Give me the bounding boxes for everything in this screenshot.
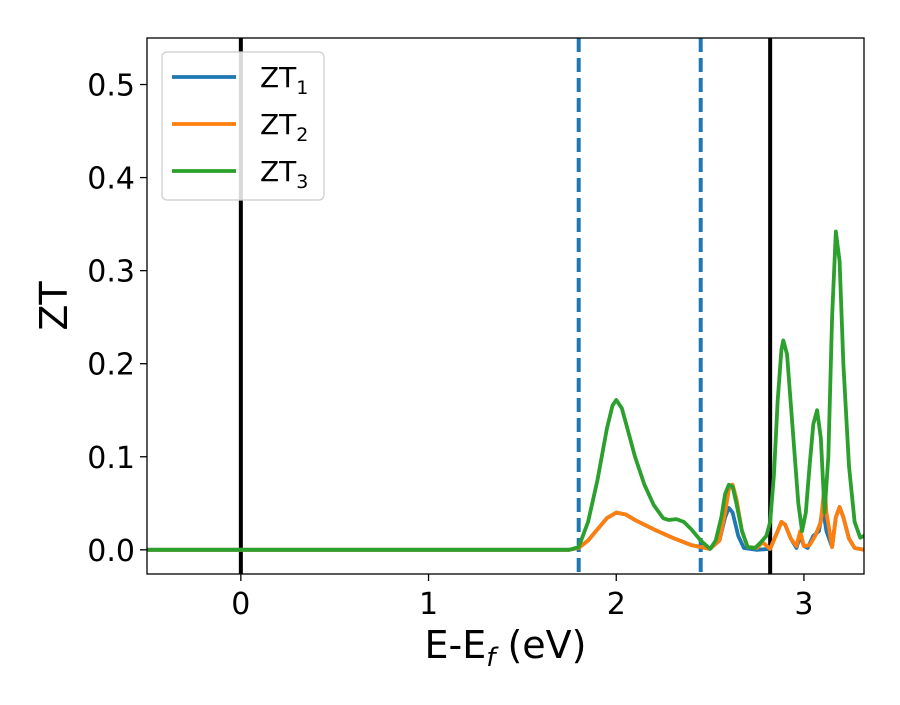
y-tick-label: 0.0 [87,534,135,569]
legend-label-main: ZT [260,61,297,94]
series-line-zt3 [147,229,864,552]
x-tick-label: 3 [794,587,813,622]
legend-label-main: ZT [260,108,297,141]
legend-label-subscript: 1 [296,77,308,99]
y-tick-label: 0.4 [87,162,135,197]
legend-label-subscript: 3 [296,171,308,193]
x-tick-label: 2 [607,587,626,622]
x-axis-label-unit: (eV) [495,623,586,667]
legend-label-zt1: ZT1 [260,61,308,99]
series-line-zt2 [147,482,864,552]
plot-frame [146,37,865,575]
y-tick-label: 0.5 [87,69,135,104]
series-line-zt1 [147,505,864,552]
x-axis-label-main: E-E [425,623,487,667]
legend-label-main: ZT [260,155,297,188]
ticks-layer: 0 1 2 3 0.0 0.1 0.2 0.3 0.4 0.5 [87,69,813,622]
plot-lines-layer [147,38,864,574]
y-axis-label: ZT [32,281,76,331]
legend-label-zt2: ZT2 [260,108,308,146]
legend-label-subscript: 2 [296,124,308,146]
legend-box [161,51,325,201]
y-tick-label: 0.1 [87,441,135,476]
x-tick-label: 0 [231,587,250,622]
y-tick-label: 0.3 [87,255,135,290]
x-axis-label: E-Ef (eV) [425,623,587,673]
y-tick-label: 0.2 [87,348,135,383]
legend-label-zt3: ZT3 [260,155,308,193]
x-tick-label: 1 [419,587,438,622]
